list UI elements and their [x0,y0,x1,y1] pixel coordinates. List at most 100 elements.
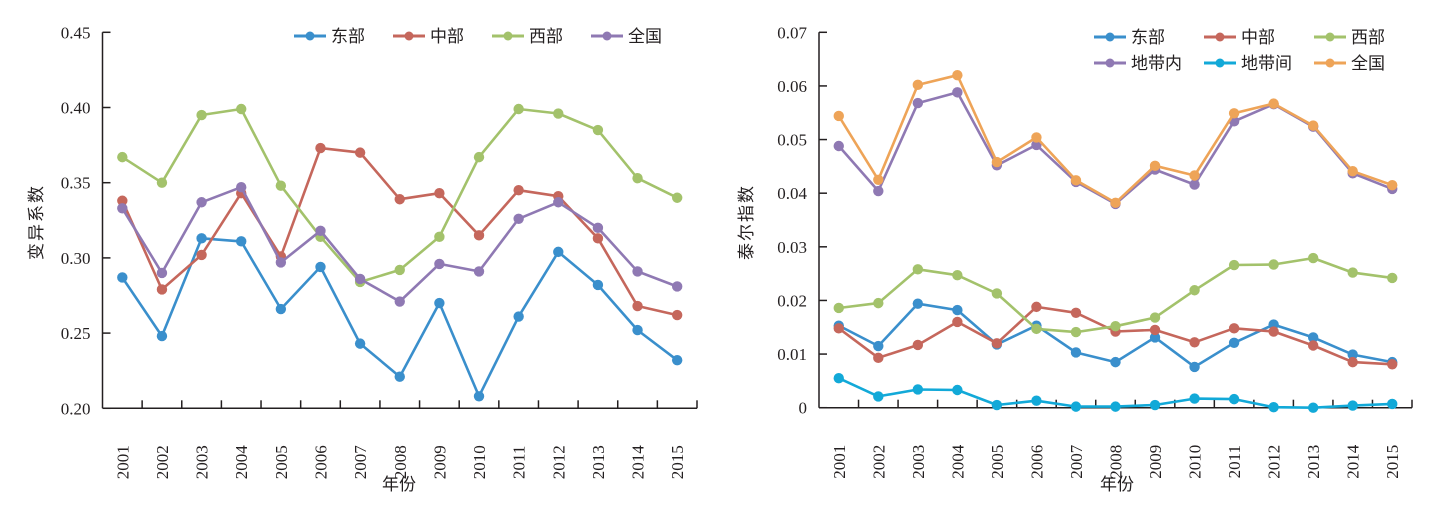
x-axis: 2001 2002 2003 2004 2005 2006 2007 2008 2009 2010… [819,399,1413,479]
data-point [434,188,445,199]
data-point [394,371,405,382]
legend-swatch-marker [1105,58,1115,68]
data-point [196,249,207,261]
data-point [833,110,844,122]
data-point [1307,332,1319,343]
data-point [1387,272,1398,284]
data-point [1228,108,1240,119]
data-point [873,352,884,364]
data-point [434,231,445,243]
series-5-全国 [833,70,1398,209]
x-tick-label: 2005 [988,445,1007,479]
series-3-地带内 [833,87,1398,210]
data-point [592,124,604,136]
y-tick-label: 0.07 [777,23,807,42]
data-point [833,373,844,384]
data-point [592,279,604,291]
y-tick-label: 0.40 [61,99,91,118]
data-point [1149,312,1161,323]
data-point [952,316,963,328]
data-point [592,233,604,244]
data-point [1189,337,1200,348]
legend-label: 中部 [430,27,464,47]
data-point [952,87,963,98]
data-point [833,140,844,152]
data-point [873,185,884,197]
legend-label: 西部 [529,27,563,47]
data-point [1110,197,1121,209]
x-tick-label: 2012 [1265,445,1284,479]
data-point [1307,252,1319,264]
data-point [1070,401,1082,412]
data-point [1189,393,1200,404]
data-point [952,384,963,396]
legend-item: 中部 [393,27,464,47]
data-point [671,354,683,366]
series-2-西部 [117,103,683,288]
data-point [315,225,326,237]
y-axis-title: 变异系数 [27,184,47,260]
data-point [1347,165,1358,177]
data-point [991,156,1003,168]
x-tick-label: 2004 [232,445,251,480]
data-point [632,324,643,336]
y-tick-label: 0.04 [777,184,807,203]
data-point [156,267,168,279]
data-point [513,311,524,322]
data-point [912,79,924,91]
data-point [1268,401,1279,413]
series-4-地带间 [833,373,1398,413]
data-point [1031,323,1042,335]
x-tick-label: 2001 [113,445,132,479]
legend-item: 东部 [294,27,365,47]
x-tick-label: 2014 [1344,444,1363,479]
data-point [434,297,445,309]
data-point [513,213,524,224]
x-tick-label: 2008 [1107,445,1126,479]
data-point [473,391,485,402]
x-axis: 2001 2002 2003 2004 2005 2006 2007 2008 2009 2010… [102,400,698,480]
y-axis: 0 0.01 0.02 0.03 0.04 0.05 0.06 0.07 [777,23,827,418]
data-point [1387,179,1398,191]
data-point [1228,259,1240,271]
series-line [837,91,1393,206]
x-tick-label: 2002 [153,445,172,479]
data-point [473,151,485,163]
legend-swatch-marker [1325,32,1335,42]
legend-label: 西部 [1351,28,1385,48]
data-point [156,330,168,342]
legend-label: 全国 [1351,54,1385,74]
x-tick-label: 2007 [1067,444,1086,479]
data-point [1268,98,1279,109]
data-point [156,284,168,295]
data-point [873,174,884,185]
data-point [354,338,366,349]
data-point [952,304,963,316]
data-point [1307,120,1319,131]
x-tick-label: 2007 [351,445,370,480]
data-point [1268,326,1279,337]
x-tick-label: 2009 [1146,445,1165,479]
data-point [196,197,207,208]
data-point [1228,393,1240,405]
data-point [1189,285,1200,296]
x-tick-label: 2014 [629,445,648,480]
legend-item: 全国 [591,27,662,47]
data-point [1347,349,1358,360]
data-point [117,195,128,206]
x-tick-label: 2013 [1304,445,1323,479]
data-point [236,182,247,193]
y-tick-label: 0.02 [777,291,807,310]
data-point [991,338,1003,349]
legend-item: 地带内 [1094,54,1182,74]
x-tick-label: 2006 [311,445,330,479]
data-point [632,300,643,312]
data-point [434,258,445,270]
data-point [1070,326,1082,338]
data-point [354,273,366,285]
x-axis-title: 年份 [382,475,416,495]
data-point [1387,398,1398,410]
data-point [196,233,207,244]
data-point [1307,340,1319,351]
